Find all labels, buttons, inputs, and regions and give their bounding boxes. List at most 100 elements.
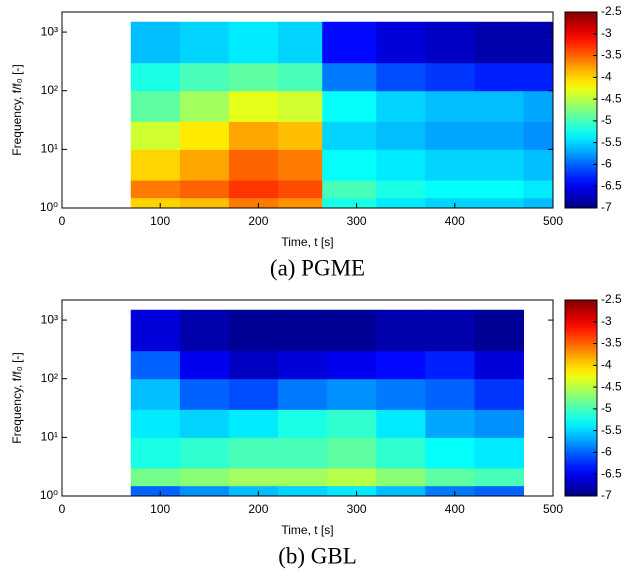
- heatmap-cell: [425, 350, 475, 380]
- heatmap-cell: [474, 90, 525, 122]
- heatmap-cell: [474, 197, 525, 209]
- heatmap-cell: [228, 121, 279, 150]
- x-tick-label: 300: [347, 214, 367, 228]
- heatmap-cell: [327, 437, 377, 469]
- heatmap-cell: [327, 409, 377, 438]
- heatmap-cell: [425, 309, 475, 352]
- heatmap-cell: [425, 90, 475, 122]
- heatmap-cell: [228, 90, 279, 122]
- heatmap-cell: [376, 197, 426, 209]
- heatmap-cell: [130, 62, 181, 92]
- heatmap-cell: [278, 21, 323, 64]
- caption: (b) GBL: [278, 543, 357, 568]
- heatmap-cell: [425, 180, 475, 199]
- plot-frame: [61, 299, 554, 497]
- colorbar-tick-label: -5.5: [601, 423, 622, 437]
- heatmap-cell: [179, 21, 230, 64]
- heatmap-cell: [523, 149, 554, 181]
- heatmap-cell: [523, 121, 554, 150]
- heatmap-cell: [376, 121, 426, 150]
- heatmap-cell: [425, 21, 475, 64]
- heatmap-cell: [179, 350, 230, 380]
- x-tick-label: 400: [445, 214, 465, 228]
- heatmap-cell: [179, 409, 230, 438]
- heatmap-cell: [179, 121, 230, 150]
- colorbar-tick-label: -4: [601, 70, 612, 84]
- heatmap-cell: [228, 180, 279, 199]
- heatmap-cell: [228, 485, 279, 497]
- x-tick-label: 500: [543, 502, 563, 516]
- heatmap-cell: [376, 378, 426, 410]
- x-tick-label: 200: [248, 214, 268, 228]
- heatmap-cell: [278, 197, 323, 209]
- heatmap-cell: [130, 90, 181, 122]
- y-axis-label: Frequency, f/f₀ [-]: [10, 64, 24, 155]
- heatmap-cell: [322, 149, 377, 181]
- heatmap-cell: [327, 468, 377, 487]
- heatmap-cell: [130, 197, 181, 209]
- heatmap-cell: [130, 309, 181, 352]
- colorbar-tick-label: -6.5: [601, 178, 622, 192]
- heatmap-cell: [228, 197, 279, 209]
- heatmap-cell: [523, 180, 554, 199]
- colorbar-tick-label: -3: [601, 314, 612, 328]
- heatmap-cell: [474, 378, 525, 410]
- heatmap-cell: [425, 149, 475, 181]
- x-tick-label: 100: [150, 502, 170, 516]
- x-tick-label: 400: [445, 502, 465, 516]
- heatmap-cell: [130, 437, 181, 469]
- heatmap-cell: [327, 378, 377, 410]
- colorbar-tick-label: -4: [601, 358, 612, 372]
- heatmap-cell: [278, 121, 323, 150]
- colorbar-tick-label: -7: [601, 488, 612, 502]
- y-tick-label: 10²: [41, 83, 58, 97]
- colorbar-tick-label: -2.5: [601, 4, 622, 18]
- heatmap-cell: [474, 485, 525, 497]
- x-tick-label: 0: [59, 502, 66, 516]
- colorbar-tick-label: -6.5: [601, 466, 622, 480]
- heatmap-cell: [228, 62, 279, 92]
- heatmap-cell: [278, 485, 328, 497]
- colorbar-tick-label: -3.5: [601, 336, 622, 350]
- colorbar-tick-label: -4.5: [601, 379, 622, 393]
- colorbar-tick-label: -5.5: [601, 135, 622, 149]
- caption: (a) PGME: [270, 255, 365, 280]
- heatmap-cell: [278, 437, 328, 469]
- heatmap-cell: [376, 149, 426, 181]
- heatmap-cell: [425, 378, 475, 410]
- heatmap-cell: [376, 62, 426, 92]
- heatmap-cell: [376, 409, 426, 438]
- heatmap-cell: [228, 409, 279, 438]
- heatmap-cell: [228, 149, 279, 181]
- heatmap-cell: [327, 485, 377, 497]
- heatmap-cell: [425, 409, 475, 438]
- colorbar-tick-label: -4.5: [601, 91, 622, 105]
- colorbar-tick-label: -3: [601, 26, 612, 40]
- heatmap-cell: [474, 309, 525, 352]
- heatmap-cell: [278, 378, 328, 410]
- heatmap-cell: [425, 468, 475, 487]
- x-tick-label: 300: [347, 502, 367, 516]
- x-axis-label: Time, t [s]: [281, 235, 333, 249]
- heatmap-cell: [130, 378, 181, 410]
- heatmap-cell: [130, 121, 181, 150]
- colorbar-tick-label: -2.5: [601, 292, 622, 306]
- heatmap-cell: [376, 485, 426, 497]
- heatmap-cell: [425, 121, 475, 150]
- heatmap-cell: [228, 350, 279, 380]
- x-tick-label: 200: [248, 502, 268, 516]
- heatmap-cell: [376, 350, 426, 380]
- heatmap-cell: [523, 90, 554, 122]
- heatmap-cell: [179, 485, 230, 497]
- heatmap-cell: [474, 121, 525, 150]
- heatmap-cell: [130, 485, 181, 497]
- x-axis-label: Time, t [s]: [281, 523, 333, 537]
- heatmap-cell: [474, 149, 525, 181]
- heatmap-cell: [425, 485, 475, 497]
- heatmap-cell: [179, 90, 230, 122]
- heatmap-cell: [474, 62, 525, 92]
- heatmap-cell: [425, 197, 475, 209]
- heatmap-cell: [179, 197, 230, 209]
- heatmap-cell: [278, 309, 328, 352]
- colorbar-tick-label: -3.5: [601, 48, 622, 62]
